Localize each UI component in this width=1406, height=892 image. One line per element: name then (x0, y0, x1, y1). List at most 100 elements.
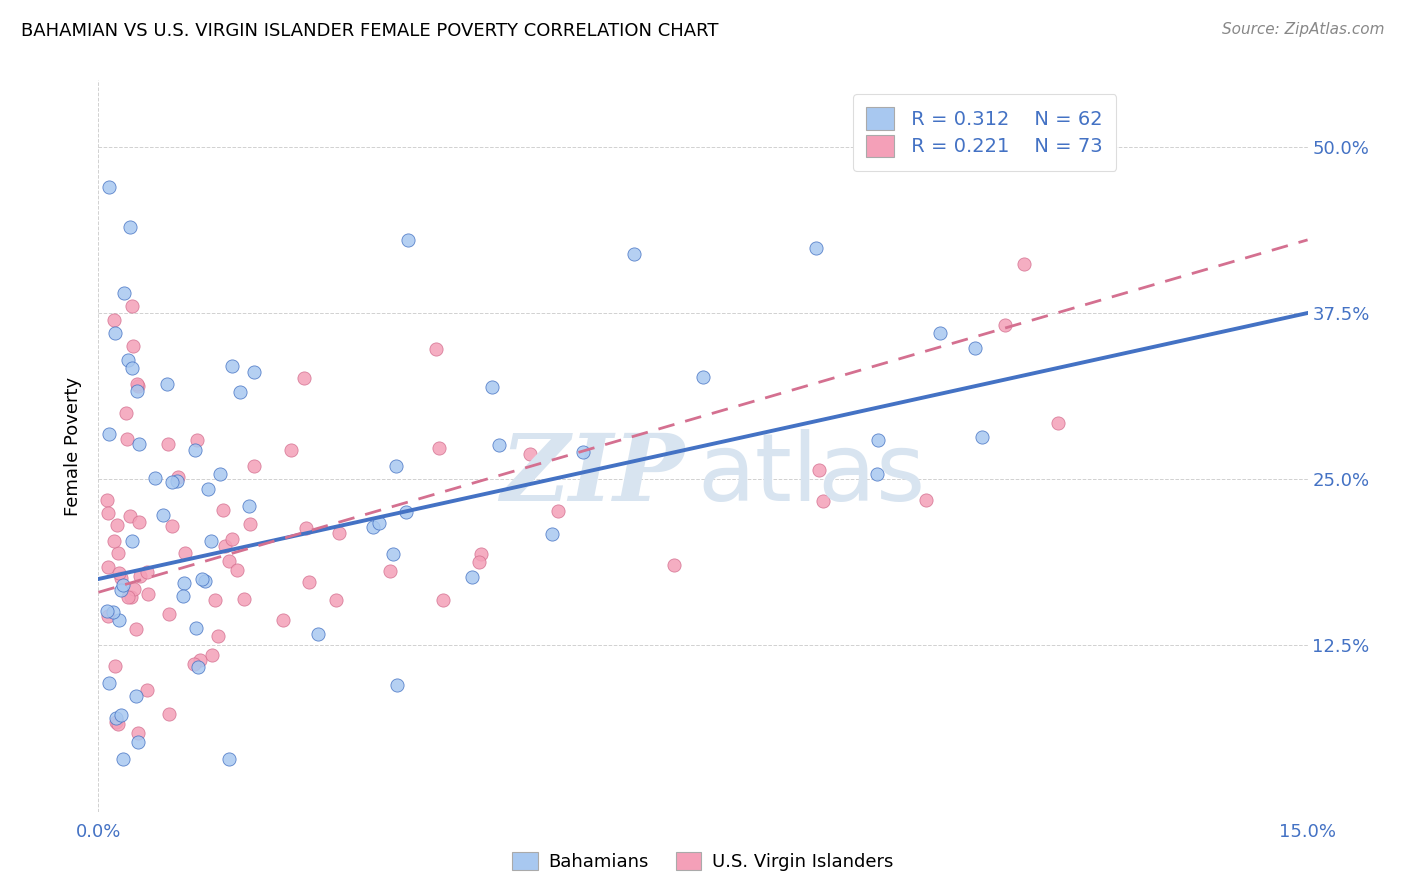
Point (115, 406, 138, 420)
Point (208, 467, 231, 481)
Point (97, 676, 120, 690)
Point (160, 519, 183, 533)
Point (107, 566, 129, 581)
Point (97, 426, 120, 441)
Point (488, 438, 510, 452)
Point (183, 657, 205, 672)
Point (218, 554, 240, 568)
Point (127, 379, 149, 393)
Point (380, 564, 402, 578)
Point (97, 179, 120, 194)
Point (307, 626, 329, 640)
Point (155, 376, 177, 391)
Point (173, 576, 195, 591)
Point (211, 502, 233, 516)
Point (239, 516, 262, 531)
Point (813, 494, 835, 508)
Point (125, 384, 148, 399)
Point (197, 482, 219, 496)
Text: Source: ZipAtlas.com: Source: ZipAtlas.com (1222, 22, 1385, 37)
Point (963, 341, 986, 355)
Point (157, 607, 180, 621)
Point (184, 443, 207, 458)
Point (460, 569, 482, 583)
Point (127, 726, 149, 740)
Point (808, 463, 831, 477)
Point (325, 593, 347, 607)
Point (972, 430, 994, 444)
Point (107, 613, 129, 627)
Point (243, 459, 266, 474)
Point (111, 751, 134, 765)
Point (152, 508, 174, 522)
Point (481, 380, 503, 394)
Point (221, 532, 243, 546)
Point (623, 247, 645, 261)
Point (188, 653, 211, 667)
Point (107, 546, 129, 560)
Point (118, 508, 141, 523)
Point (1012, 257, 1035, 271)
Point (121, 534, 143, 549)
Point (105, 517, 128, 532)
Point (572, 445, 595, 459)
Point (292, 370, 315, 384)
Point (186, 621, 208, 635)
Point (157, 707, 180, 722)
Point (118, 219, 141, 234)
Point (110, 708, 132, 723)
Point (128, 436, 150, 450)
Point (547, 504, 569, 518)
Legend: Bahamians, U.S. Virgin Islanders: Bahamians, U.S. Virgin Islanders (505, 845, 901, 879)
Point (664, 558, 686, 573)
Point (280, 443, 302, 458)
Point (218, 751, 240, 765)
Point (107, 717, 129, 731)
Point (121, 299, 143, 313)
Point (692, 369, 714, 384)
Point (115, 433, 138, 447)
Point (117, 590, 139, 604)
Point (173, 545, 195, 559)
Point (806, 241, 828, 255)
Point (110, 582, 132, 597)
Point (271, 614, 294, 628)
Point (866, 467, 889, 481)
Point (117, 352, 139, 367)
Point (111, 578, 134, 592)
Point (194, 574, 217, 588)
Point (221, 359, 243, 374)
Y-axis label: Female Poverty: Female Poverty (65, 376, 83, 516)
Point (125, 376, 148, 391)
Point (135, 682, 157, 697)
Point (157, 437, 180, 451)
Point (866, 433, 889, 447)
Point (396, 233, 419, 247)
Point (915, 492, 938, 507)
Point (103, 312, 125, 326)
Point (105, 714, 128, 729)
Point (238, 499, 260, 513)
Point (432, 593, 454, 607)
Point (125, 622, 148, 636)
Point (187, 660, 209, 674)
Point (214, 539, 236, 553)
Point (122, 339, 145, 353)
Point (385, 678, 408, 692)
Point (328, 526, 350, 541)
Point (226, 563, 249, 577)
Point (207, 629, 229, 643)
Point (929, 326, 952, 341)
Point (104, 711, 127, 725)
Point (96, 506, 118, 520)
Point (233, 591, 256, 606)
Point (128, 569, 150, 583)
Point (104, 658, 127, 673)
Point (229, 385, 252, 400)
Text: BAHAMIAN VS U.S. VIRGIN ISLANDER FEMALE POVERTY CORRELATION CHART: BAHAMIAN VS U.S. VIRGIN ISLANDER FEMALE … (21, 22, 718, 40)
Point (122, 582, 145, 597)
Point (103, 534, 125, 549)
Point (136, 586, 159, 600)
Point (121, 590, 143, 604)
Point (519, 447, 541, 461)
